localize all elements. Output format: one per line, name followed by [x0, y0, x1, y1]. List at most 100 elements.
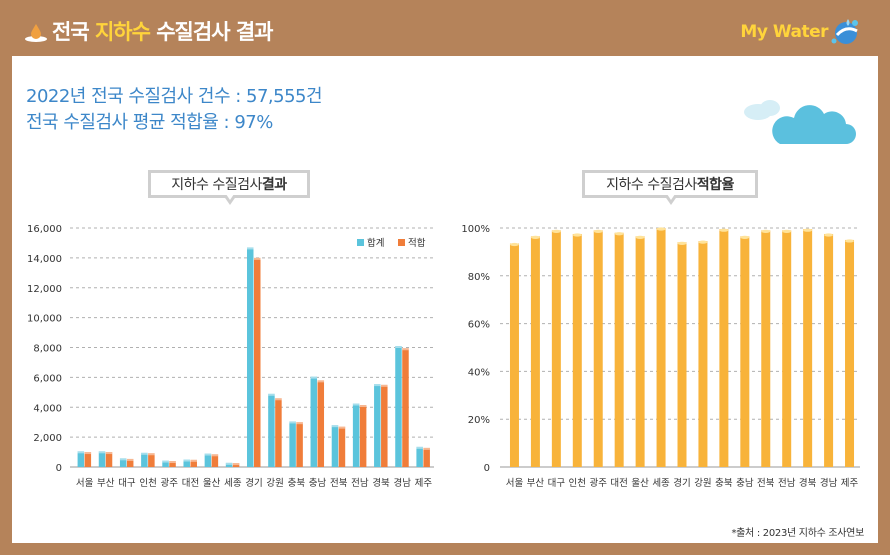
my-water-logo: My Water	[740, 14, 862, 50]
bar-pass	[148, 453, 155, 467]
bar-total	[247, 247, 254, 467]
bar-total	[183, 459, 190, 467]
y-tick-label: 0	[484, 463, 490, 474]
bar-cap	[359, 405, 367, 408]
page-title: 전국 지하수 수질검사 결과	[24, 16, 273, 46]
scallop-path	[12, 57, 878, 64]
bar-cap	[698, 240, 708, 244]
y-tick-label: 2,000	[33, 433, 62, 444]
x-tick-label: 경북	[799, 477, 817, 489]
bar-rate	[845, 239, 855, 467]
bar-rate	[761, 230, 771, 467]
bar-total	[374, 384, 381, 467]
bar-rate	[677, 242, 687, 467]
bar-cap	[509, 242, 519, 247]
bar-cap	[141, 452, 148, 455]
x-tick-label: 충남	[736, 478, 754, 489]
y-tick-label: 6,000	[33, 373, 62, 384]
y-tick-label: 40%	[468, 367, 490, 378]
bar-cap	[98, 451, 106, 454]
x-tick-label: 세종	[652, 478, 670, 489]
bar-total	[416, 446, 423, 467]
bar-cap	[551, 229, 561, 233]
x-tick-label: 경남	[393, 477, 411, 489]
bar-pass	[381, 384, 388, 467]
bar-cap	[374, 384, 381, 387]
bar-cap	[402, 348, 409, 351]
y-tick-label: 4,000	[33, 403, 62, 414]
bar-rate	[740, 236, 750, 467]
bar-pass	[254, 257, 261, 467]
bar-cap	[105, 452, 113, 455]
logo-text: My Water	[740, 22, 828, 42]
bar-total	[225, 462, 233, 467]
bar-cap	[317, 380, 325, 383]
callout-right-bold: 적합율	[696, 177, 735, 193]
bar-cap	[381, 384, 388, 387]
legend-label: 합계	[367, 237, 384, 249]
x-tick-label: 대구	[548, 478, 566, 489]
bar-cap	[84, 452, 92, 455]
x-tick-label: 경북	[372, 477, 390, 489]
x-tick-label: 전남	[778, 478, 796, 489]
bar-pass	[169, 461, 176, 467]
bar-cap	[275, 398, 282, 401]
bar-pass	[232, 463, 240, 467]
title-suffix: 수질검사 결과	[149, 20, 273, 44]
bar-cap	[423, 447, 430, 450]
x-tick-label: 광주	[161, 477, 179, 489]
bar-rate	[824, 233, 834, 467]
bar-rate	[803, 229, 813, 467]
x-tick-label: 부산	[527, 478, 545, 489]
x-tick-label: 인천	[569, 478, 586, 489]
bar-pass	[275, 398, 282, 467]
x-tick-label: 인천	[139, 478, 156, 489]
bar-rate	[530, 236, 540, 467]
bar-cap	[352, 403, 360, 406]
bar-cap	[331, 425, 339, 428]
summary-line-total: 2022년 전국 수질검사 건수 : 57,555건	[26, 86, 323, 107]
bar-cap	[232, 463, 240, 466]
x-tick-label: 대구	[118, 478, 136, 489]
bar-cap	[162, 460, 169, 463]
bar-rate	[572, 233, 582, 467]
source-note: *출처 : 2023년 지하수 조사연보	[731, 528, 864, 539]
bar-cap	[169, 461, 176, 464]
x-tick-label: 대전	[610, 478, 627, 489]
legend-label: 적합	[408, 237, 426, 249]
legend-swatch	[357, 239, 364, 246]
bar-pass	[296, 422, 303, 467]
bar-pass	[423, 447, 430, 467]
x-tick-label: 제주	[841, 478, 859, 489]
bar-cap	[338, 426, 346, 429]
callout-left-text: 지하수 수질검사	[171, 177, 262, 193]
bar-cap	[845, 239, 855, 243]
header-bar: 전국 지하수 수질검사 결과 My Water	[0, 0, 890, 62]
bar-total	[352, 403, 360, 467]
bar-cap	[635, 235, 645, 239]
y-tick-label: 12,000	[27, 284, 62, 295]
bar-total	[98, 451, 106, 467]
callout-left-bold: 결과	[261, 177, 287, 193]
bar-rate	[782, 230, 792, 467]
bar-cap	[782, 229, 792, 233]
x-tick-label: 제주	[415, 478, 433, 489]
bar-pass	[211, 454, 219, 467]
bar-total	[268, 393, 275, 467]
bar-cap	[677, 241, 687, 245]
bar-total	[289, 421, 296, 467]
bar-cap	[614, 232, 624, 236]
bar-total	[331, 425, 339, 467]
bar-cap	[593, 229, 603, 233]
y-tick-label: 60%	[468, 320, 490, 331]
bar-pass	[402, 348, 409, 467]
bar-total	[119, 458, 127, 467]
bar-cap	[268, 393, 275, 396]
y-tick-label: 100%	[461, 224, 490, 235]
x-tick-label: 경남	[820, 477, 838, 489]
bar-rate	[614, 232, 624, 467]
cloud-icon	[744, 100, 856, 144]
water-drop-icon	[25, 24, 47, 42]
bar-pass	[126, 458, 134, 467]
water-splash-icon	[831, 19, 858, 44]
